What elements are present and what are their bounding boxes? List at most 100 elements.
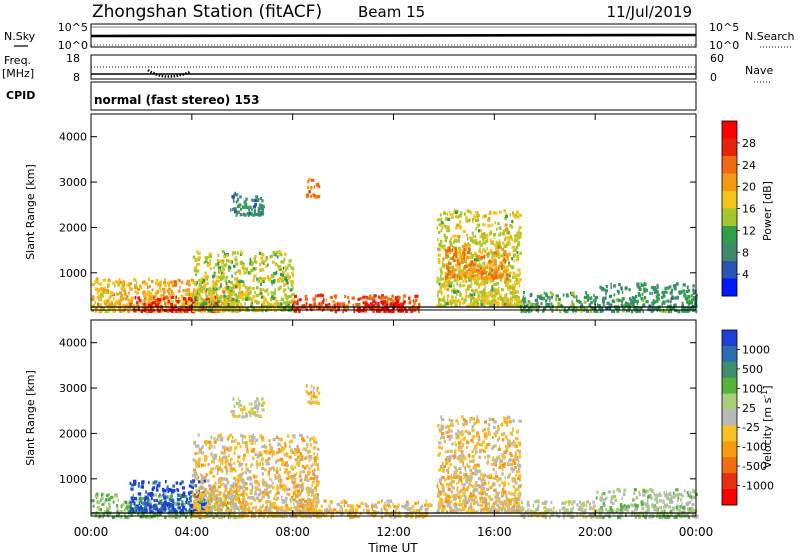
velocity-echo-region — [519, 499, 598, 520]
colorbar-segment — [722, 261, 737, 279]
colorbar-segment — [722, 121, 737, 139]
colorbar-segment — [722, 226, 737, 244]
velocity-colorbar: 1000 500 100 25 -25 -100 -500 -1000 — [721, 329, 774, 506]
velocity-echo-region — [436, 415, 523, 514]
colorbar-segment — [722, 489, 737, 506]
colorbar-tick-label: 20 — [742, 181, 756, 194]
velocity-ylabel: Slant Range [km] — [24, 370, 37, 466]
velocity-ytick-label: 4000 — [59, 337, 87, 350]
velocity-colorbar-label: Velocity [m s-1] — [760, 385, 774, 468]
velocity-plot-area — [91, 384, 699, 520]
colorbar-segment — [722, 278, 737, 297]
velocity-echo-region — [595, 487, 699, 520]
nsearch-tick-high: 10^5 — [709, 21, 739, 34]
freq-dip — [147, 68, 191, 78]
colorbar-segment — [722, 441, 737, 458]
power-ytick-label: 1000 — [59, 267, 87, 280]
colorbar-tick-label: 28 — [742, 137, 756, 150]
nsky-panel: N.Sky 10^5 10^0 10^5 10^0 N.Search — [4, 21, 795, 52]
colorbar-segment — [722, 393, 737, 410]
freq-tick-high: 18 — [66, 52, 80, 65]
colorbar-segment — [722, 138, 737, 157]
colorbar-segment — [722, 191, 737, 209]
velocity-ytick-label: 2000 — [59, 427, 87, 440]
colorbar-segment — [722, 208, 737, 227]
freq-tick-low: 8 — [73, 71, 80, 84]
colorbar-segment — [722, 473, 737, 490]
time-tick-label: 04:00 — [175, 525, 210, 539]
nave-tick-high: 60 — [710, 52, 724, 65]
nave-tick-low: 0 — [710, 71, 717, 84]
colorbar-tick-label: 500 — [742, 363, 763, 376]
velocity-panel-frame — [90, 319, 697, 517]
date-label: 11/Jul/2019 — [607, 3, 692, 21]
station-title: Zhongshan Station (fitACF) — [92, 2, 322, 22]
colorbar-tick-label: 24 — [742, 159, 756, 172]
cpid-label: CPID — [6, 89, 35, 102]
colorbar-tick-label: 1000 — [742, 343, 770, 356]
power-ytick-label: 3000 — [59, 176, 87, 189]
colorbar-tick-label: 12 — [742, 224, 756, 237]
time-tick-label: 20:00 — [578, 525, 613, 539]
power-echo-region — [192, 250, 296, 313]
time-axis-label: Time UT — [367, 541, 418, 554]
nsky-label: N.Sky — [4, 30, 36, 43]
nsky-tick-high: 10^5 — [58, 21, 88, 34]
nsky-tick-low: 10^0 — [58, 39, 88, 52]
colorbar-segment — [722, 457, 737, 474]
freq-unit-label: [MHz] — [2, 67, 34, 80]
velocity-panel: 1000 2000 3000 4000 Slant Range [km] — [24, 319, 699, 520]
time-tick-label: 00:00 — [74, 525, 109, 539]
power-echo-region — [305, 178, 321, 199]
power-ytick-label: 4000 — [59, 131, 87, 144]
colorbar-segment — [722, 377, 737, 395]
time-tick-label: 12:00 — [376, 525, 411, 539]
colorbar-segment — [722, 173, 737, 192]
freq-label: Freq. — [4, 54, 31, 67]
beam-label: Beam 15 — [358, 3, 425, 21]
colorbar-segment — [722, 409, 737, 426]
velocity-echo-region — [191, 433, 321, 519]
colorbar-tick-label: -25 — [742, 421, 760, 434]
nsky-trace — [90, 33, 697, 38]
time-tick-label: 16:00 — [477, 525, 512, 539]
power-echo-region — [444, 245, 509, 281]
colorbar-segment — [722, 425, 737, 442]
nsearch-label: N.Search — [745, 30, 795, 43]
velocity-ytick-label: 3000 — [59, 382, 87, 395]
power-echo-region — [519, 291, 598, 314]
velocity-echo-region — [230, 397, 266, 419]
power-colorbar-label: Power [dB] — [761, 181, 774, 241]
colorbar-tick-label: 25 — [742, 402, 756, 415]
power-ytick-label: 2000 — [59, 221, 87, 234]
cpid-panel: CPID normal (fast stereo) 153 — [6, 81, 697, 111]
power-panel: 1000 2000 3000 4000 Slant Range [km] — [24, 113, 698, 314]
colorbar-tick-label: -1000 — [742, 480, 774, 493]
cpid-panel-frame — [90, 81, 697, 111]
nsearch-tick-low: 10^0 — [709, 39, 739, 52]
velocity-ytick-label: 1000 — [59, 473, 87, 486]
colorbar-segment — [722, 361, 737, 379]
colorbar-tick-label: 8 — [742, 246, 749, 259]
colorbar-tick-label: 16 — [742, 203, 756, 216]
power-plot-area — [91, 178, 698, 314]
power-colorbar: 4 8 12 16 20 24 28 — [721, 120, 756, 297]
colorbar-segment — [722, 156, 737, 174]
power-echo-region — [595, 281, 698, 314]
freq-panel: Freq. [MHz] 18 8 60 0 Nave — [2, 52, 773, 84]
colorbar-tick-label: 4 — [742, 268, 749, 281]
colorbar-tick-label: -500 — [742, 460, 767, 473]
colorbar-segment — [722, 330, 737, 347]
nave-label: Nave — [745, 64, 773, 77]
time-tick-label: 08:00 — [275, 525, 310, 539]
velocity-echo-region — [305, 384, 321, 405]
time-tick-label: 00:00 — [679, 525, 714, 539]
time-axis: 00:00 04:00 08:00 12:00 16:00 20:00 00:00 — [74, 114, 714, 539]
cpid-text: normal (fast stereo) 153 — [94, 93, 260, 107]
power-echo-region — [230, 191, 265, 217]
colorbar-segment — [722, 345, 737, 363]
power-panel-frame — [90, 113, 697, 311]
colorbar-tick-label: -100 — [742, 441, 767, 454]
colorbar-segment — [722, 243, 737, 262]
